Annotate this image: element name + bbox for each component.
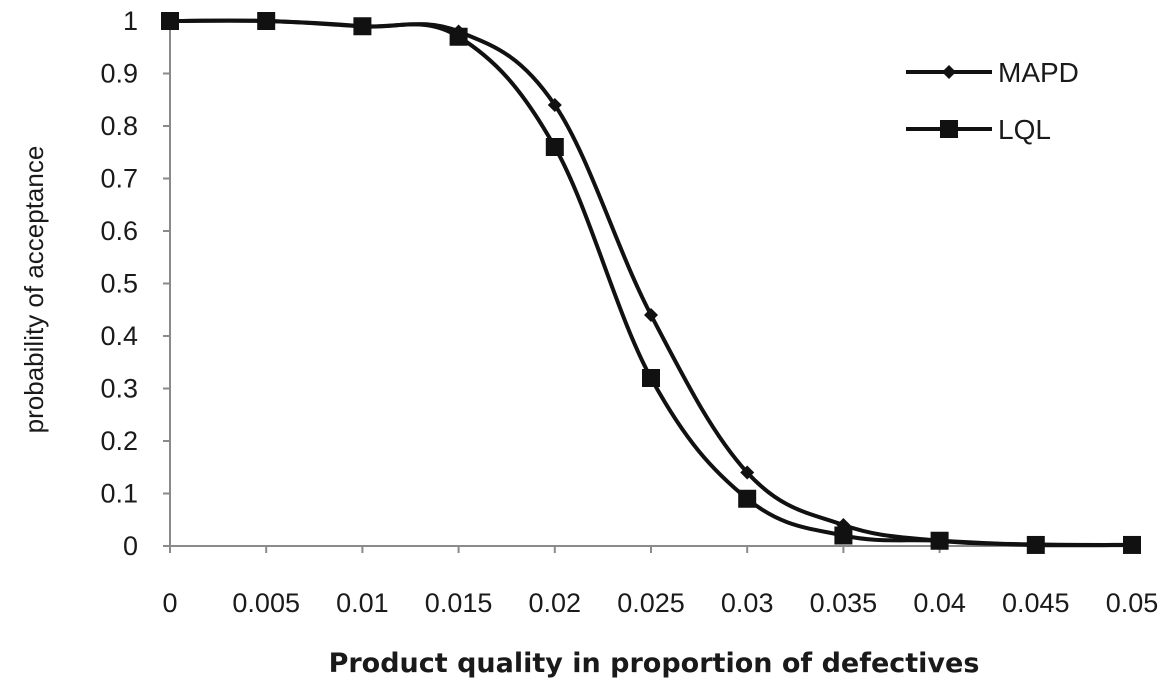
y-axis-title: probability of acceptance — [19, 146, 49, 434]
data-point — [1026, 535, 1045, 554]
data-point — [644, 308, 658, 322]
data-point — [834, 526, 853, 545]
series-line — [168, 18, 1134, 547]
data-point — [642, 369, 660, 387]
y-tick-label: 0.9 — [100, 59, 138, 89]
legend-item: LQL — [906, 114, 1051, 145]
data-point — [353, 17, 372, 36]
series-line — [168, 18, 1134, 548]
x-tick-label: 0.01 — [336, 588, 389, 618]
y-tick-label: 0 — [123, 531, 138, 561]
y-tick-label: 0.4 — [100, 321, 138, 351]
x-tick-label: 0.025 — [617, 588, 685, 618]
x-tick-label: 0.035 — [810, 588, 878, 618]
y-tick-label: 0.2 — [100, 426, 138, 456]
x-tick-label: 0.05 — [1106, 588, 1159, 618]
x-tick-label: 0.045 — [1002, 588, 1070, 618]
x-axis-title: Product quality in proportion of defecti… — [329, 648, 980, 679]
data-point — [449, 27, 468, 46]
y-tick-label: 0.8 — [100, 111, 138, 141]
legend-label: LQL — [998, 114, 1051, 145]
x-tick-label: 0.005 — [232, 588, 300, 618]
legend-marker — [940, 120, 958, 138]
series-layer — [161, 12, 1141, 554]
y-tick-label: 1 — [123, 6, 138, 36]
legend: MAPD LQL — [906, 57, 1079, 145]
legend-marker — [942, 65, 956, 79]
data-point — [545, 138, 564, 156]
x-tick-label: 0.02 — [529, 588, 582, 618]
data-point — [930, 531, 949, 550]
x-tick-label: 0 — [162, 588, 177, 618]
y-tick-label: 0.5 — [100, 269, 138, 299]
axes: 0 0.1 0.2 0.3 0.4 0.5 0.6 0.7 0.8 0.9 1 0 0.005 0.01 0… — [100, 6, 1158, 618]
data-point — [257, 12, 276, 30]
data-point — [740, 465, 755, 480]
data-point — [738, 489, 757, 508]
data-point — [1123, 535, 1141, 554]
series-lql — [161, 12, 1141, 554]
data-point — [547, 98, 562, 112]
series-mapd — [163, 14, 1139, 552]
y-tick-label: 0.3 — [100, 374, 138, 404]
legend-item: MAPD — [906, 57, 1079, 88]
y-tick-label: 0.6 — [100, 216, 138, 246]
data-point — [161, 12, 179, 30]
x-tick-label: 0.03 — [721, 588, 774, 618]
x-tick-label: 0.015 — [425, 588, 493, 618]
y-tick-label: 0.1 — [100, 479, 138, 509]
y-tick-label: 0.7 — [100, 164, 138, 194]
legend-label: MAPD — [998, 57, 1079, 88]
x-tick-label: 0.04 — [913, 588, 966, 618]
